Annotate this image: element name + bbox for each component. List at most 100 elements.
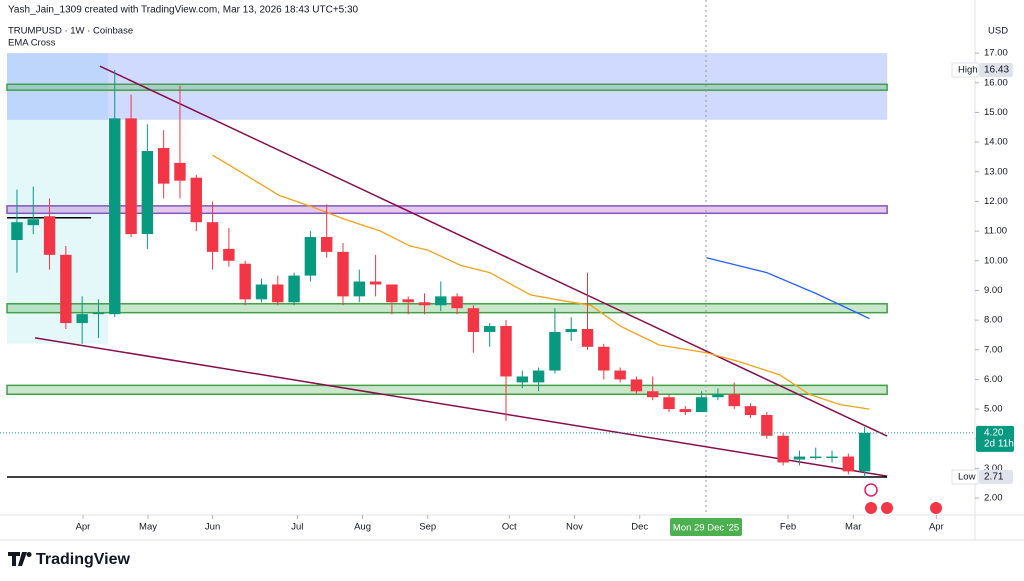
- candle-body: [272, 284, 284, 303]
- price-label-name: Low: [958, 472, 976, 483]
- candle-body: [826, 456, 838, 459]
- price-label-name: High: [958, 65, 978, 76]
- y-tick-label: 16.00: [984, 77, 1008, 88]
- candle-body: [695, 397, 708, 413]
- x-tick-label: Sep: [419, 522, 436, 533]
- x-tick-label: Dec: [631, 522, 648, 533]
- candle-body: [288, 275, 300, 303]
- y-tick-label: 12.00: [984, 196, 1008, 207]
- candle-body: [141, 150, 154, 235]
- price-label-value: 4.20: [984, 427, 1004, 438]
- price-label-name-box: [951, 62, 979, 78]
- candle-body: [793, 456, 806, 460]
- price-label-sub: 2d 11h: [984, 438, 1014, 449]
- y-tick-label: 15.00: [984, 107, 1008, 118]
- x-tick-label: Mar: [845, 522, 861, 533]
- plot-area: [0, 0, 975, 515]
- candle-body: [125, 118, 137, 235]
- trendline: [34, 337, 888, 477]
- candle-body: [174, 162, 186, 181]
- candle-body: [206, 222, 219, 252]
- candle-body: [467, 308, 480, 332]
- y-tick-label: 2.00: [984, 493, 1003, 504]
- candle-body: [386, 284, 398, 303]
- candle-body: [516, 376, 529, 383]
- y-tick-label: 17.00: [984, 48, 1008, 59]
- zone: [7, 53, 888, 120]
- zone: [6, 384, 888, 396]
- candle-body: [565, 328, 577, 332]
- candle-body: [858, 432, 871, 472]
- x-tick-label: Apr: [929, 522, 944, 533]
- candle-body: [320, 237, 333, 252]
- candle-body: [337, 251, 349, 297]
- indicator: EMA Cross: [8, 38, 56, 49]
- candle-body: [190, 177, 202, 223]
- candle-body: [369, 281, 382, 285]
- x-tick-label: Oct: [502, 522, 517, 533]
- candle-body: [11, 222, 23, 240]
- event-icons: [864, 483, 942, 514]
- credit: Yash_Jain_1309 created with TradingView.…: [8, 5, 359, 16]
- candle-body: [712, 394, 724, 398]
- currency: USD: [988, 26, 1008, 37]
- y-tick-label: 5.00: [984, 404, 1003, 415]
- y-tick-label: 7.00: [984, 344, 1003, 355]
- y-tick-label: 8.00: [984, 315, 1003, 326]
- ema-line: [706, 257, 870, 320]
- x-tick-label: Apr: [76, 522, 91, 533]
- candle-body: [43, 216, 56, 255]
- y-tick-label: 6.00: [984, 374, 1003, 385]
- candle-body: [402, 299, 414, 303]
- candle-body: [614, 370, 626, 380]
- y-tick-label: 9.00: [984, 285, 1003, 296]
- candle-body: [451, 296, 463, 309]
- candle-body: [598, 346, 610, 371]
- logo: TradingView: [36, 551, 131, 568]
- candle-body: [679, 409, 692, 413]
- x-tick-label: Feb: [780, 522, 796, 533]
- candle-body: [239, 263, 251, 300]
- candle-body: [663, 397, 675, 410]
- candle-body: [842, 456, 855, 472]
- candle-body: [157, 148, 170, 184]
- ema-line: [212, 154, 870, 410]
- price-label-value: 2.71: [984, 472, 1004, 483]
- candle-body: [76, 314, 88, 324]
- x-tick-label: Jun: [205, 522, 220, 533]
- crosshair-label: Mon 29 Dec '25: [673, 523, 739, 534]
- y-tick-label: 10.00: [984, 255, 1008, 266]
- price-label-value: 16.43: [984, 65, 1009, 76]
- symbol: TRUMPUSD · 1W · Coinbase: [8, 26, 133, 37]
- y-tick-label: 13.00: [984, 166, 1008, 177]
- x-tick-label: Jul: [291, 522, 303, 533]
- logo-icon: [8, 552, 32, 566]
- candle-body: [532, 370, 545, 383]
- candle-body: [483, 326, 496, 332]
- candle-body: [223, 248, 235, 261]
- candle-body: [60, 254, 72, 324]
- trendline: [99, 65, 888, 437]
- candle-body: [500, 326, 512, 377]
- crosshair-label-box: [670, 518, 743, 536]
- candle-body: [647, 391, 659, 398]
- zone: [6, 205, 888, 215]
- price-label-name-box: [951, 469, 979, 485]
- price-label-box: [979, 63, 1013, 78]
- candle-body: [777, 435, 789, 463]
- candle-body: [435, 296, 447, 306]
- price-label-box: [979, 470, 1013, 485]
- zone: [6, 83, 888, 91]
- candle-body: [92, 312, 105, 315]
- y-tick-label: 11.00: [984, 226, 1007, 237]
- price-label-box: [976, 425, 1014, 452]
- candle-body: [728, 394, 740, 407]
- candle-body: [744, 406, 757, 416]
- candle-body: [810, 456, 822, 459]
- x-tick-label: Aug: [354, 522, 371, 533]
- candle-body: [630, 379, 643, 392]
- x-tick-label: May: [139, 522, 157, 533]
- candle-body: [27, 219, 39, 226]
